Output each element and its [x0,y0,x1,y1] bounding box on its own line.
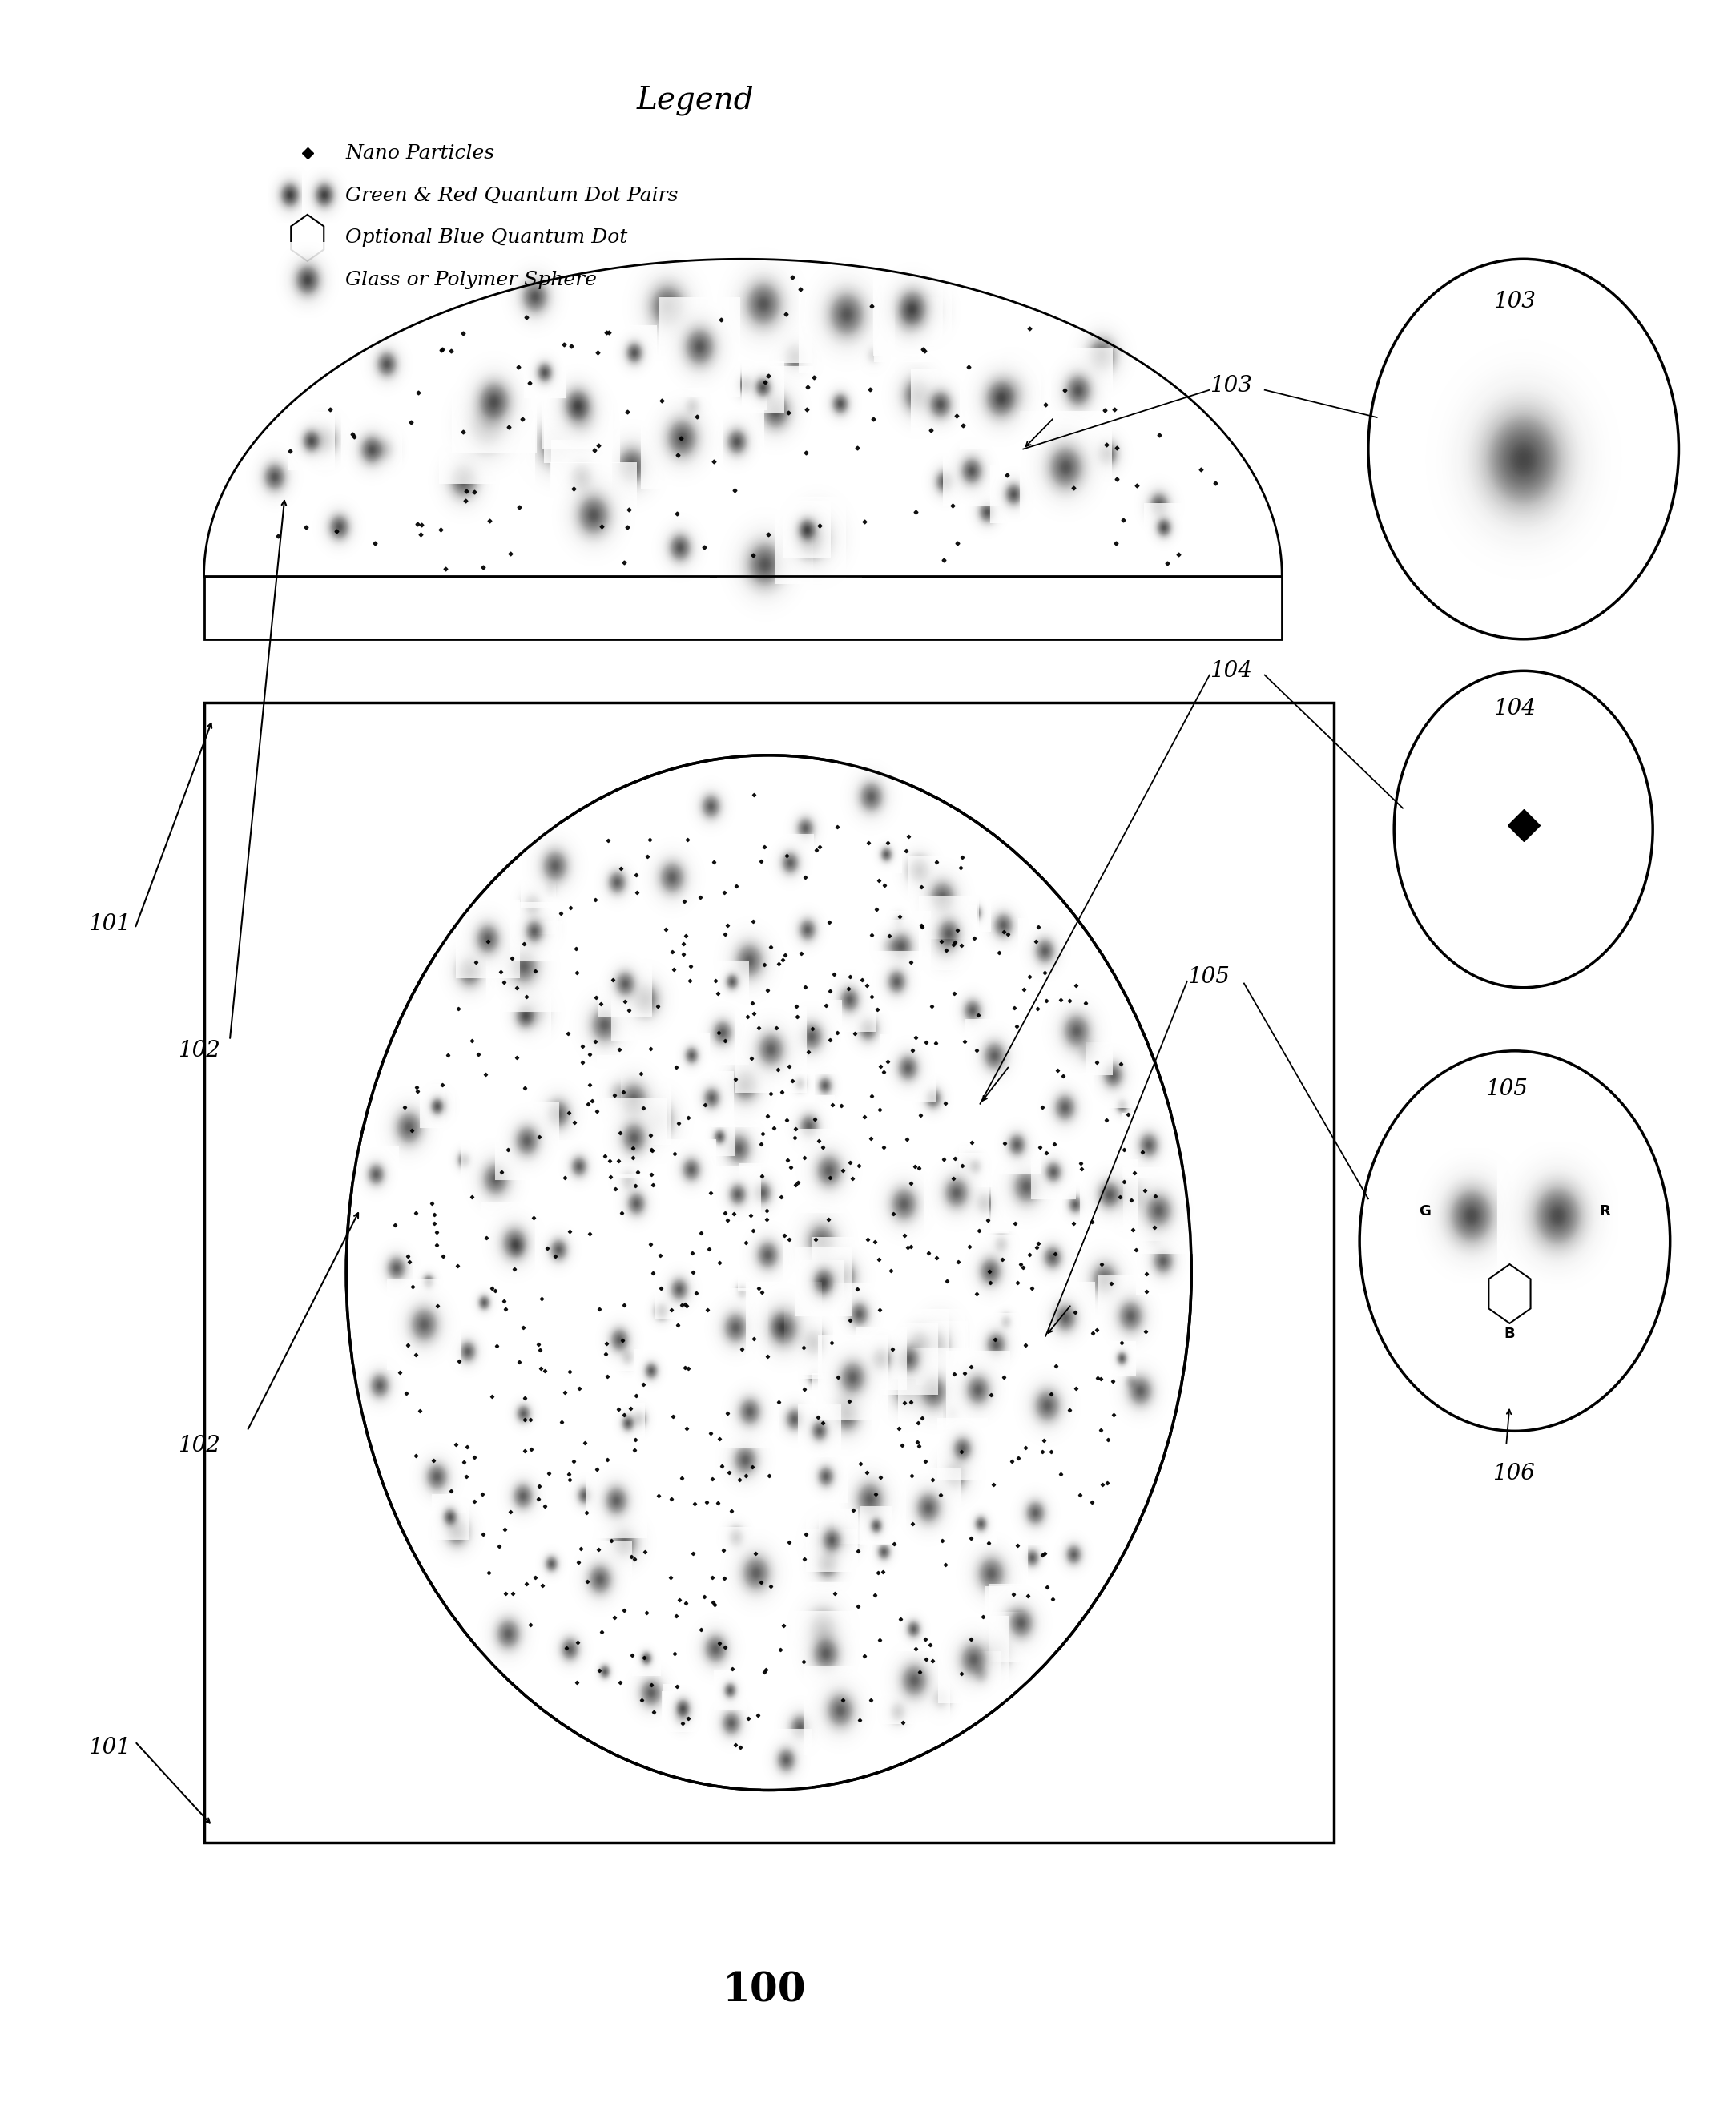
Text: Nano Particles: Nano Particles [345,144,495,163]
Text: 102: 102 [179,1040,220,1062]
Text: Green & Red Quantum Dot Pairs: Green & Red Quantum Dot Pairs [345,187,679,204]
Text: Glass or Polymer Sphere: Glass or Polymer Sphere [345,272,597,289]
Circle shape [1394,671,1653,987]
Text: R: R [1599,1204,1609,1219]
Text: Legend: Legend [637,85,753,115]
Text: 102: 102 [179,1435,220,1456]
Text: 103: 103 [1210,376,1252,397]
Circle shape [345,756,1191,1790]
Circle shape [1368,259,1679,639]
Text: 101: 101 [89,1737,130,1758]
Text: 106: 106 [1493,1463,1535,1484]
Text: 100: 100 [722,1970,807,2010]
Bar [203,575,1281,639]
Polygon shape [203,259,1281,575]
Text: 105: 105 [1187,966,1229,987]
Text: Optional Blue Quantum Dot: Optional Blue Quantum Dot [345,229,627,246]
Text: 103: 103 [1493,291,1536,312]
Bar [203,703,1333,1843]
Text: 105: 105 [1484,1078,1528,1100]
Text: G: G [1418,1204,1430,1219]
Circle shape [1359,1051,1670,1431]
Text: 104: 104 [1493,698,1536,720]
Text: B: B [1503,1327,1516,1342]
Text: 104: 104 [1210,660,1252,681]
Text: 101: 101 [89,913,130,934]
